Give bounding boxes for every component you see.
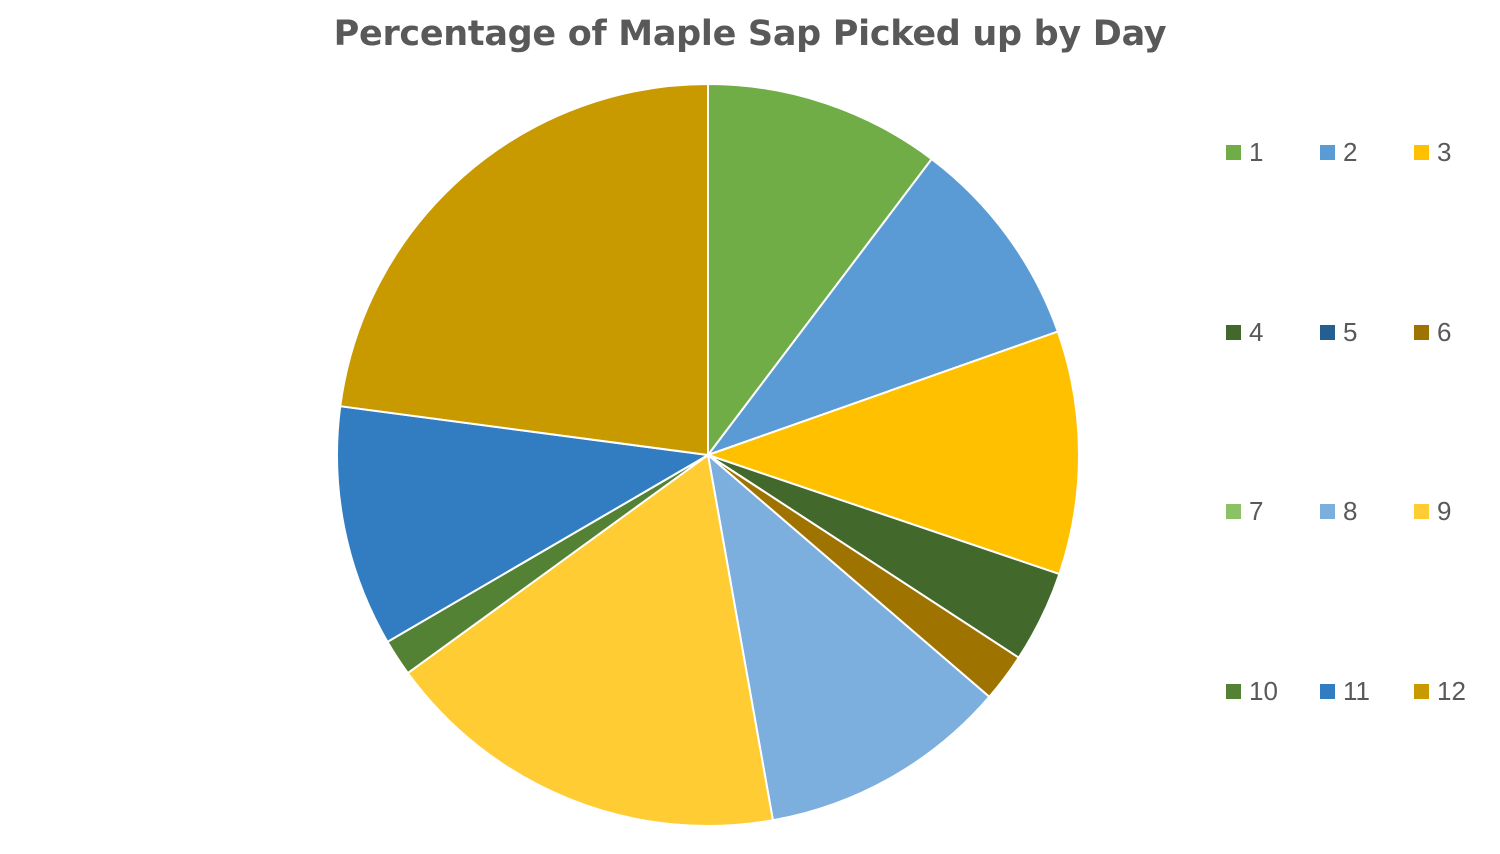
legend-label-4: 4 xyxy=(1249,316,1264,347)
legend-swatch-10 xyxy=(1226,683,1241,699)
chart-title: Percentage of Maple Sap Picked up by Day xyxy=(333,14,1167,54)
legend-item-7: 7 xyxy=(1226,495,1320,527)
legend-swatch-7 xyxy=(1226,504,1241,519)
legend-item-1: 1 xyxy=(1226,136,1320,168)
pie-slice-day-8 xyxy=(707,454,991,822)
legend-item-12: 12 xyxy=(1414,675,1474,707)
pie-slice-day-1 xyxy=(707,83,933,456)
legend-label-3: 3 xyxy=(1437,137,1452,167)
legend-label-8: 8 xyxy=(1343,496,1358,526)
legend-swatch-6 xyxy=(1414,324,1429,340)
legend-swatch-1 xyxy=(1226,145,1241,160)
pie-slice-day-12 xyxy=(339,83,709,456)
legend-item-2: 2 xyxy=(1320,136,1414,168)
pie-slices xyxy=(336,83,1080,827)
legend-label-7: 7 xyxy=(1249,496,1264,526)
legend-swatch-5 xyxy=(1320,324,1335,340)
legend-swatch-12 xyxy=(1414,683,1429,699)
legend-item-11: 11 xyxy=(1320,675,1414,707)
legend-swatch-2 xyxy=(1320,145,1335,160)
legend-swatch-4 xyxy=(1226,324,1241,340)
legend-swatch-8 xyxy=(1320,504,1335,519)
legend-item-8: 8 xyxy=(1320,495,1414,527)
legend-item-6: 6 xyxy=(1414,316,1474,348)
legend-swatch-9 xyxy=(1414,504,1429,519)
pie-slice-day-2 xyxy=(707,158,1059,456)
pie-slice-day-3 xyxy=(707,330,1080,576)
legend-item-10: 10 xyxy=(1226,675,1320,707)
legend-item-4: 4 xyxy=(1226,316,1320,348)
pie-slice-day-11 xyxy=(336,405,709,643)
legend-label-2: 2 xyxy=(1343,137,1358,167)
legend-swatch-11 xyxy=(1320,683,1335,699)
legend-label-11: 11 xyxy=(1343,675,1370,706)
legend-swatch-3 xyxy=(1414,145,1429,160)
legend-label-12: 12 xyxy=(1437,675,1466,706)
legend-label-9: 9 xyxy=(1437,496,1452,526)
legend-label-6: 6 xyxy=(1437,316,1452,347)
legend-item-9: 9 xyxy=(1414,495,1474,527)
chart-legend: 1 2 3 4 5 6 7 8 9 10 11 12 xyxy=(1226,136,1486,854)
legend-label-5: 5 xyxy=(1343,316,1358,347)
legend-item-3: 3 xyxy=(1414,136,1474,168)
legend-label-10: 10 xyxy=(1249,675,1278,706)
legend-label-1: 1 xyxy=(1249,137,1264,167)
pie-slice-day-9 xyxy=(406,454,774,827)
legend-item-5: 5 xyxy=(1320,316,1414,348)
